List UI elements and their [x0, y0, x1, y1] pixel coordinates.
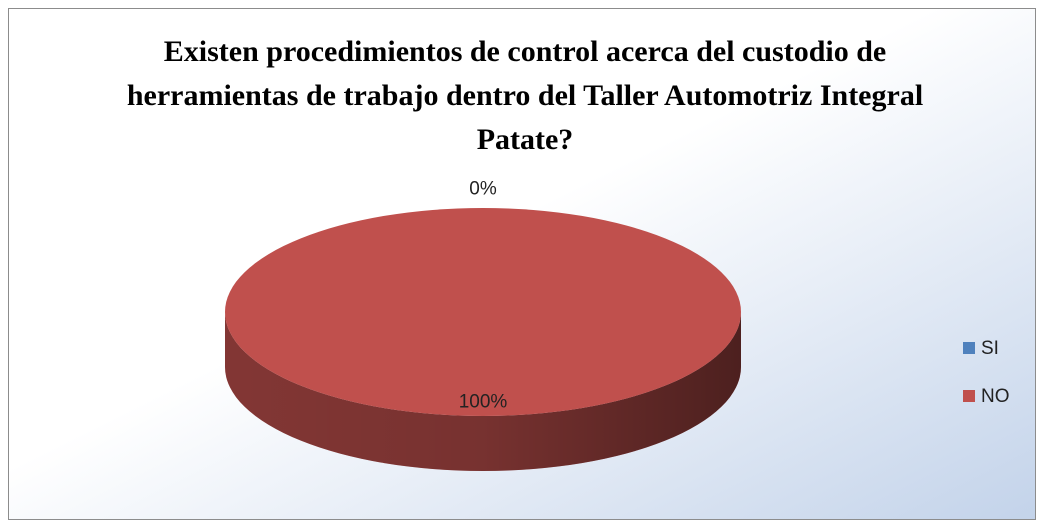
legend-swatch — [963, 342, 975, 354]
chart-title: Existen procedimientos de control acerca… — [126, 35, 924, 156]
legend-label: NO — [981, 386, 1010, 407]
pie: 0% 100% — [225, 178, 741, 471]
legend-swatch — [963, 390, 975, 402]
data-label: 100% — [459, 391, 508, 412]
pie-slice — [225, 208, 741, 416]
legend: SI NO — [963, 338, 1010, 407]
data-label: 0% — [469, 178, 497, 199]
pie-side-shade — [225, 312, 741, 471]
legend-label: SI — [981, 338, 999, 359]
